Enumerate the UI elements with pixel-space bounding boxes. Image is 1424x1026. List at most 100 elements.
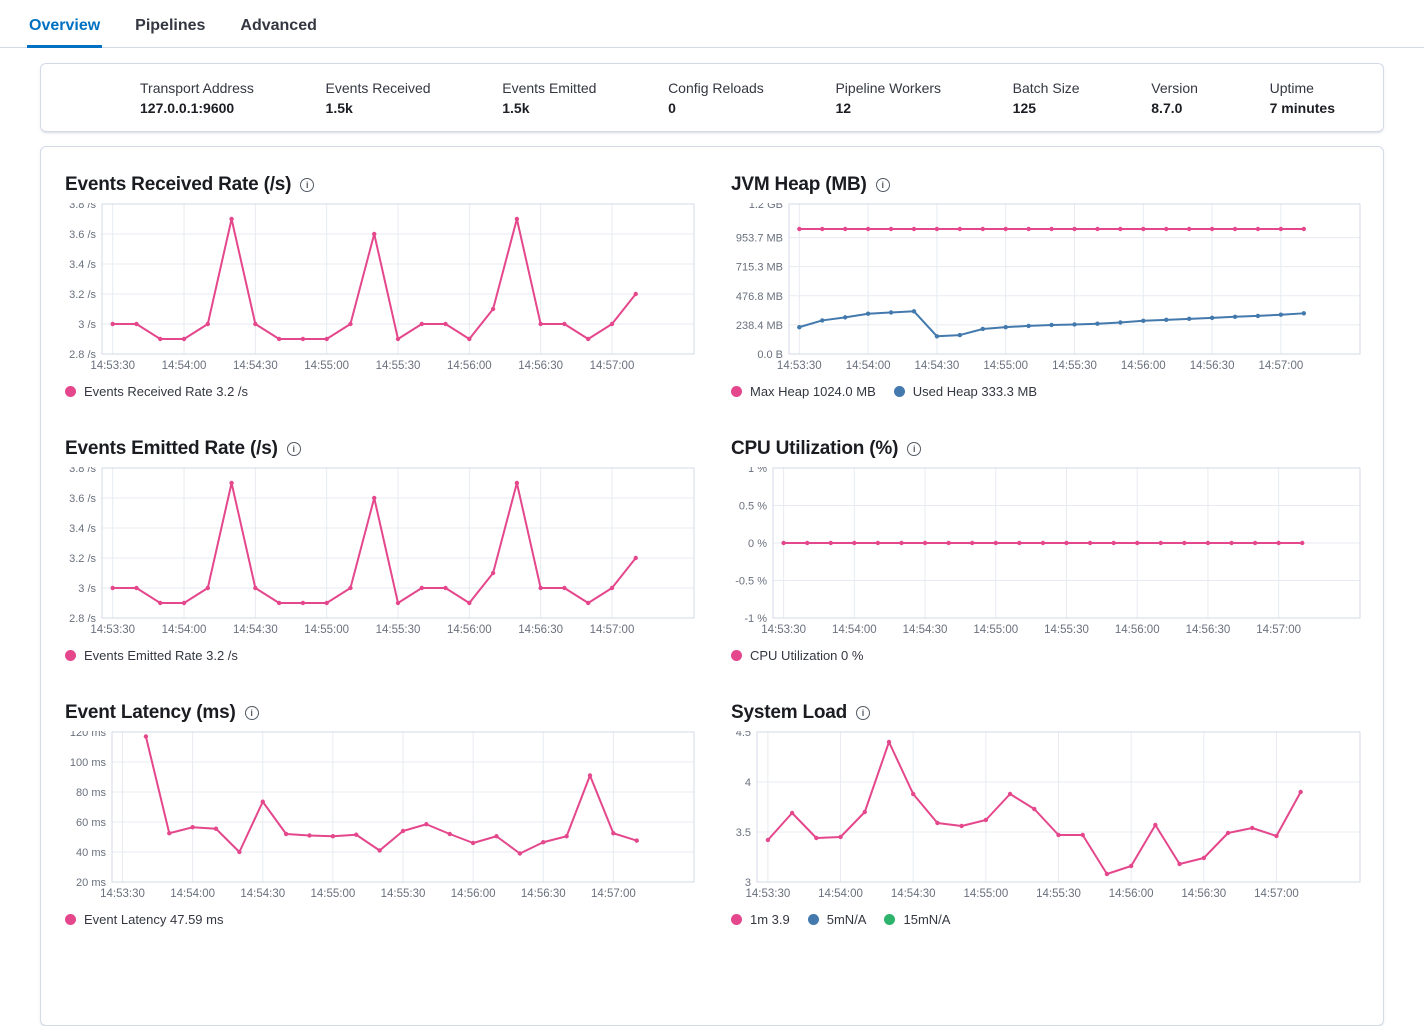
svg-text:14:54:30: 14:54:30 xyxy=(233,360,278,372)
svg-text:14:56:30: 14:56:30 xyxy=(518,360,563,372)
summary-stat-value: 127.0.0.1:9600 xyxy=(140,99,235,116)
svg-text:14:53:30: 14:53:30 xyxy=(761,624,806,636)
legend-item[interactable]: Events Received Rate 3.2 /s xyxy=(65,384,248,399)
info-icon[interactable]: i xyxy=(244,706,259,720)
svg-text:476.8 MB: 476.8 MB xyxy=(736,291,783,303)
svg-text:3.4 /s: 3.4 /s xyxy=(69,523,96,535)
summary-stat-value: 0 xyxy=(668,99,676,116)
info-icon[interactable]: i xyxy=(856,706,871,720)
summary-stat-label: Uptime xyxy=(1269,79,1314,96)
svg-text:2.8 /s: 2.8 /s xyxy=(69,349,96,361)
info-icon[interactable]: i xyxy=(907,442,922,456)
svg-text:14:57:00: 14:57:00 xyxy=(1259,360,1304,372)
chart-legend: Event Latency 47.59 ms xyxy=(65,911,695,927)
summary-stat-label: Events Received xyxy=(325,79,431,96)
svg-text:14:55:00: 14:55:00 xyxy=(963,888,1008,900)
tab-overview[interactable]: Overview xyxy=(27,0,103,48)
svg-text:0.5 %: 0.5 % xyxy=(739,501,767,513)
legend-item[interactable]: CPU Utilization 0 % xyxy=(731,648,863,663)
svg-text:14:56:30: 14:56:30 xyxy=(1181,888,1226,900)
system-load-plot[interactable]: 4.5 4 3.5 314:53:30 14:54:00 14:54:30 14:55:00… xyxy=(731,731,1361,903)
chart-header: Events Received Rate (/s) i xyxy=(65,173,695,197)
legend-item[interactable]: 5mN/A xyxy=(807,911,867,927)
summary-stat: Config Reloads 0 xyxy=(668,80,764,116)
events-received-rate-plot[interactable]: 3.8 /s 3.6 /s 3.4 /s 3.2 /s 3 /s 2.8 /s14:53:… xyxy=(65,203,695,375)
legend-dot-icon xyxy=(731,913,742,925)
chart-title: Event Latency (ms) xyxy=(65,702,236,723)
info-icon[interactable]: i xyxy=(875,178,890,192)
summary-stat: Events Received 1.5k xyxy=(326,80,431,116)
info-icon[interactable]: i xyxy=(300,178,315,192)
series-1m xyxy=(765,739,1303,877)
svg-text:14:55:00: 14:55:00 xyxy=(983,360,1028,372)
legend-dot-icon xyxy=(731,649,742,661)
summary-stat: Pipeline Workers 12 xyxy=(835,80,941,116)
svg-text:14:54:30: 14:54:30 xyxy=(240,888,285,900)
svg-text:14:55:30: 14:55:30 xyxy=(1036,888,1081,900)
svg-text:14:54:30: 14:54:30 xyxy=(903,624,948,636)
svg-text:14:55:30: 14:55:30 xyxy=(376,624,421,636)
chart-events-emitted-rate: Events Emitted Rate (/s) i 3.8 /s 3.6 /s 3.4… xyxy=(65,437,695,663)
svg-text:40 ms: 40 ms xyxy=(76,847,106,859)
series-events-emitted-rate xyxy=(110,480,638,606)
info-icon[interactable]: i xyxy=(286,442,301,456)
chart-cpu-utilization: CPU Utilization (%) i 1 % 0.5 % 0 % -0.5 % -1 … xyxy=(731,437,1361,663)
svg-text:-0.5 %: -0.5 % xyxy=(735,576,767,588)
summary-stat-value: 12 xyxy=(835,99,852,116)
svg-text:14:55:30: 14:55:30 xyxy=(381,888,426,900)
svg-text:1 %: 1 % xyxy=(748,467,767,475)
chart-title: CPU Utilization (%) xyxy=(731,438,899,459)
jvm-heap-plot[interactable]: 1.2 GB 953.7 MB 715.3 MB 476.8 MB 238.4 MB 0.… xyxy=(731,203,1361,375)
charts-grid: Events Received Rate (/s) i 3.8 /s 3.6 /s 3.… xyxy=(65,173,1361,927)
summary-stat: Transport Address 127.0.0.1:9600 xyxy=(140,80,254,116)
legend-dot-icon xyxy=(893,385,905,397)
chart-jvm-heap: JVM Heap (MB) i 1.2 GB 953.7 MB 715.3 MB 476.… xyxy=(731,173,1361,399)
legend-label: Max Heap 1024.0 MB xyxy=(750,383,876,399)
summary-stat-value: 8.7.0 xyxy=(1151,99,1183,116)
legend-item[interactable]: 15mN/A xyxy=(884,912,950,927)
legend-item[interactable]: Events Emitted Rate 3.2 /s xyxy=(65,648,238,663)
summary-stat-label: Pipeline Workers xyxy=(835,79,942,96)
svg-text:3 /s: 3 /s xyxy=(78,583,96,595)
event-latency-plot[interactable]: 120 ms 100 ms 80 ms 60 ms 40 ms 20 ms14:53:30… xyxy=(65,731,695,903)
svg-text:3.2 /s: 3.2 /s xyxy=(69,553,96,565)
legend-item[interactable]: 1m 3.9 xyxy=(731,912,790,927)
tab-pipelines[interactable]: Pipelines xyxy=(135,17,206,34)
chart-legend: CPU Utilization 0 % xyxy=(731,647,1361,663)
chart-event-latency: Event Latency (ms) i 120 ms 100 ms 80 ms 60 m… xyxy=(65,701,695,927)
legend-item[interactable]: Used Heap 333.3 MB xyxy=(893,384,1037,399)
summary-stat-label: Version xyxy=(1151,79,1198,96)
svg-text:3.8 /s: 3.8 /s xyxy=(69,467,96,475)
svg-text:60 ms: 60 ms xyxy=(76,817,106,829)
legend-dot-icon xyxy=(65,913,76,925)
legend-item[interactable]: Max Heap 1024.0 MB xyxy=(731,384,876,399)
svg-text:3.4 /s: 3.4 /s xyxy=(69,259,96,271)
svg-text:14:54:00: 14:54:00 xyxy=(846,360,891,372)
svg-text:953.7 MB: 953.7 MB xyxy=(736,233,783,245)
legend-dot-icon xyxy=(65,649,76,661)
svg-text:2.8 /s: 2.8 /s xyxy=(69,613,96,625)
svg-text:100 ms: 100 ms xyxy=(70,757,107,769)
svg-text:14:53:30: 14:53:30 xyxy=(100,888,145,900)
svg-text:3 /s: 3 /s xyxy=(78,319,96,331)
charts-panel: Events Received Rate (/s) i 3.8 /s 3.6 /s 3.… xyxy=(40,146,1384,1026)
svg-text:14:56:00: 14:56:00 xyxy=(447,360,492,372)
tab-advanced[interactable]: Advanced xyxy=(240,17,317,34)
svg-text:14:54:00: 14:54:00 xyxy=(832,624,877,636)
series-used-heap xyxy=(797,309,1307,339)
events-emitted-rate-plot[interactable]: 3.8 /s 3.6 /s 3.4 /s 3.2 /s 3 /s 2.8 /s14:53:… xyxy=(65,467,695,639)
chart-header: System Load i xyxy=(731,701,1361,725)
legend-item[interactable]: Event Latency 47.59 ms xyxy=(65,912,223,927)
svg-text:4.5: 4.5 xyxy=(736,731,751,739)
summary-stat-value: 1.5k xyxy=(502,99,530,116)
axis-labels: 1 % 0.5 % 0 % -0.5 % -1 %14:53:30 14:54:00 14:… xyxy=(735,467,1301,636)
series-events-received-rate xyxy=(110,216,638,342)
summary-stat-value: 125 xyxy=(1012,99,1037,116)
svg-text:0 %: 0 % xyxy=(748,538,767,550)
svg-text:14:56:00: 14:56:00 xyxy=(1115,624,1160,636)
legend-label: 5mN/A xyxy=(826,911,867,927)
cpu-utilization-plot[interactable]: 1 % 0.5 % 0 % -0.5 % -1 %14:53:30 14:54:00 14:… xyxy=(731,467,1361,639)
svg-text:14:53:30: 14:53:30 xyxy=(90,624,135,636)
chart-header: CPU Utilization (%) i xyxy=(731,437,1361,461)
chart-title: Events Received Rate (/s) xyxy=(65,174,292,195)
